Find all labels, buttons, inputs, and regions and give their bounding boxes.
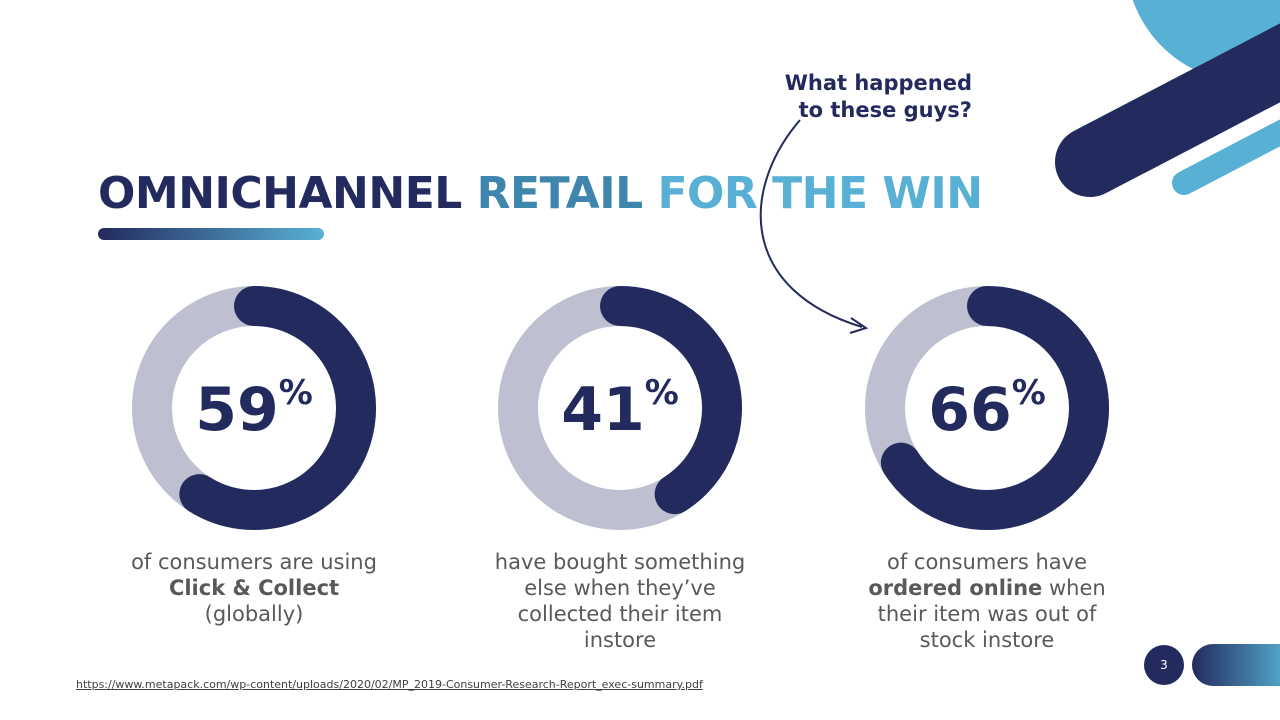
stat-number: 59 — [195, 375, 279, 445]
stat-caption: of consumers have ordered online when th… — [842, 549, 1132, 653]
decor-stripe-navy — [1055, 23, 1280, 197]
stat-unit: % — [278, 373, 313, 413]
stat-number: 66 — [928, 375, 1012, 445]
stat-caption: have bought something else when they’ve … — [475, 549, 765, 653]
caption-bold: Click & Collect — [168, 576, 340, 600]
callout-line: to these guys? — [798, 98, 972, 122]
caption-line: their item was out of — [877, 602, 1097, 626]
caption-bold: ordered online — [868, 576, 1043, 600]
callout-text: What happened to these guys? — [720, 70, 972, 124]
title-word: OMNICHANNEL — [98, 168, 462, 219]
stat-value: 41% — [560, 376, 680, 440]
stat-unit: % — [644, 373, 679, 413]
caption-line: stock instore — [919, 628, 1055, 652]
title-word: FOR THE WIN — [657, 168, 983, 219]
donut-value-arc — [179, 286, 376, 530]
caption-text: when — [1042, 576, 1106, 600]
caption-line: have bought something — [494, 550, 746, 574]
caption-line: collected their item — [517, 602, 723, 626]
callout-line: What happened — [784, 71, 972, 95]
donut-value-arc — [600, 286, 742, 515]
caption-line: ordered online when — [842, 575, 1132, 601]
page-number: 3 — [1144, 645, 1184, 685]
stat-value: 66% — [927, 376, 1047, 440]
title-underline — [98, 228, 324, 240]
caption-line: of consumers are using — [131, 550, 377, 574]
title-word: RETAIL — [476, 168, 644, 219]
stat-value: 59% — [194, 376, 314, 440]
caption-line: else when they’ve — [524, 576, 716, 600]
callout-arrow — [759, 119, 863, 328]
page-title: OMNICHANNEL RETAIL FOR THE WIN — [98, 168, 983, 219]
source-link[interactable]: https://www.metapack.com/wp-content/uplo… — [76, 678, 703, 691]
callout-arrow-head — [849, 317, 869, 334]
caption-line: of consumers have — [886, 550, 1088, 574]
stat-caption: of consumers are using Click & Collect (… — [109, 549, 399, 627]
caption-line: (globally) — [204, 602, 304, 626]
stat-unit: % — [1011, 373, 1046, 413]
donut-value-arc — [880, 286, 1109, 530]
stat-number: 41 — [561, 375, 645, 445]
caption-line: Click & Collect — [109, 575, 399, 601]
page-bar — [1192, 644, 1280, 686]
caption-line: instore — [583, 628, 657, 652]
decor-stripe-blue — [1172, 119, 1280, 195]
